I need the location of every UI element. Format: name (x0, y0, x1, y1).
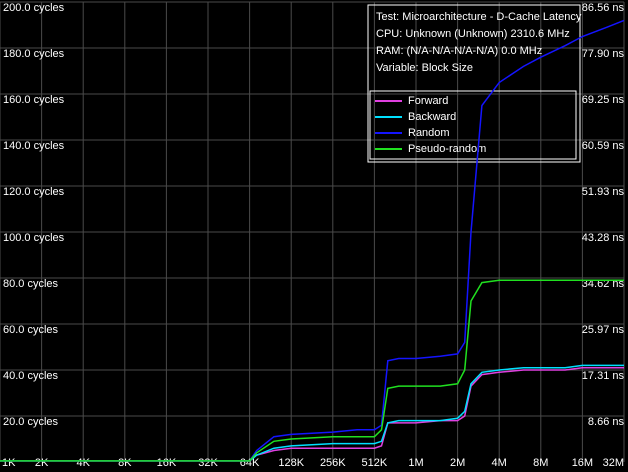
y-tick-label: 20.0 cycles (3, 416, 59, 428)
x-tick-label: 1M (408, 457, 423, 469)
info-box (367, 4, 581, 163)
y-tick-label: 160.0 cycles (3, 94, 65, 106)
x-tick-label: 32M (603, 457, 624, 469)
info-line: Variable: Block Size (376, 62, 473, 74)
y-tick-label: 80.0 cycles (3, 278, 59, 290)
y2-tick-label: 60.59 ns (582, 140, 625, 152)
x-tick-label: 512K (362, 457, 388, 469)
x-tick-label: 256K (320, 457, 346, 469)
x-tick-label: 64K (240, 457, 260, 469)
y2-tick-label: 17.31 ns (582, 370, 625, 382)
x-tick-label: 16K (157, 457, 177, 469)
x-tick-label: 8K (118, 457, 132, 469)
x-tick-label: 32K (198, 457, 218, 469)
info-line: RAM: (N/A-N/A-N/A-N/A) 0.0 MHz (376, 45, 542, 57)
series-line (0, 364, 624, 462)
x-tick-label: 4K (76, 457, 90, 469)
x-tick-label: 2K (35, 457, 49, 469)
legend-label: Backward (408, 111, 456, 123)
y2-tick-label: 77.90 ns (582, 48, 625, 60)
grid (0, 1, 625, 462)
x-tick-label: 8M (533, 457, 548, 469)
legend-label: Forward (408, 95, 448, 107)
info-line: Test: Microarchitecture - D-Cache Latenc… (376, 11, 582, 23)
x-tick-label: 128K (278, 457, 304, 469)
y-tick-label: 200.0 cycles (3, 2, 65, 14)
y-tick-label: 140.0 cycles (3, 140, 65, 152)
series-line (0, 366, 624, 462)
x-tick-label: 16M (572, 457, 593, 469)
legend-label: Pseudo-random (408, 143, 486, 155)
x-tick-label: 2M (450, 457, 465, 469)
y-tick-label: 120.0 cycles (3, 186, 65, 198)
y-tick-label: 40.0 cycles (3, 370, 59, 382)
legend-label: Random (408, 127, 450, 139)
x-tick-label: 1K (2, 457, 16, 469)
y2-tick-label: 69.25 ns (582, 94, 625, 106)
legend-box (369, 90, 577, 160)
x-tick-label: 4M (492, 457, 507, 469)
y2-tick-label: 8.66 ns (588, 416, 625, 428)
y2-tick-label: 86.56 ns (582, 2, 625, 14)
series-line (0, 279, 624, 462)
y-tick-label: 100.0 cycles (3, 232, 65, 244)
y2-tick-label: 25.97 ns (582, 324, 625, 336)
y2-tick-label: 43.28 ns (582, 232, 625, 244)
y-tick-label: 60.0 cycles (3, 324, 59, 336)
info-line: CPU: Unknown (Unknown) 2310.6 MHz (376, 28, 570, 40)
y2-tick-label: 51.93 ns (582, 186, 625, 198)
series-line (0, 19, 625, 462)
y-tick-label: 180.0 cycles (3, 48, 65, 60)
